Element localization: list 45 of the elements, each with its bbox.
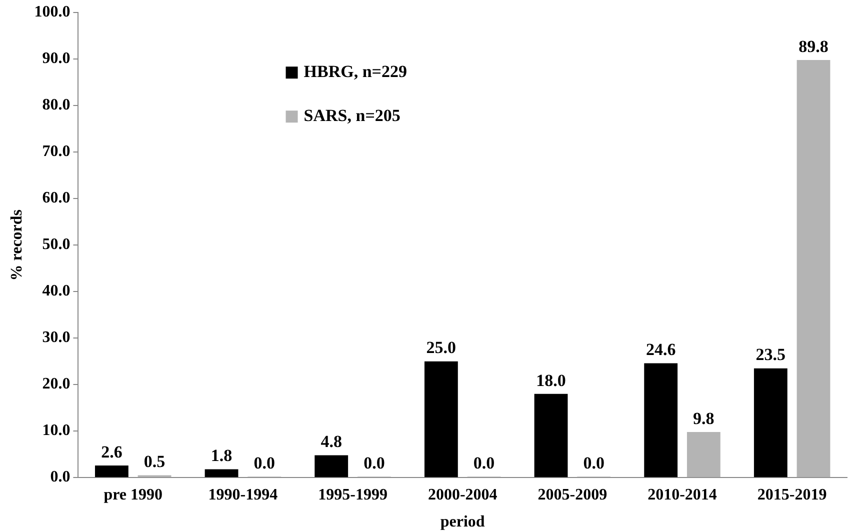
data-label: 0.0 (583, 453, 604, 472)
bar (644, 363, 678, 478)
bar (204, 469, 238, 478)
legend-label: SARS, n=205 (304, 106, 400, 125)
data-label: 9.8 (693, 408, 714, 428)
bar (424, 361, 458, 478)
y-tick-label: 80.0 (42, 96, 70, 114)
y-tick-label: 10.0 (42, 422, 70, 440)
y-tick-label: 100.0 (34, 4, 70, 21)
y-tick-label: 40.0 (42, 282, 70, 300)
data-label: 1.8 (210, 446, 232, 466)
bar (686, 432, 720, 478)
x-tick-label: 2005-2009 (538, 486, 608, 504)
y-tick-label: 0.0 (50, 468, 70, 486)
y-axis-title: % records (8, 209, 26, 281)
x-tick-label: pre 1990 (104, 486, 163, 504)
data-label: 0.5 (144, 452, 166, 472)
bar (314, 455, 348, 478)
data-label: 4.8 (320, 432, 342, 452)
data-label: 25.0 (426, 338, 456, 358)
data-label: 23.5 (756, 345, 786, 364)
x-tick-label: 2015-2019 (757, 486, 827, 504)
data-label: 0.0 (473, 453, 495, 472)
data-label: 0.0 (254, 453, 275, 472)
x-axis-title: period (440, 514, 485, 531)
legend-label: HBRG, n=229 (304, 62, 407, 81)
data-label: 2.6 (101, 442, 122, 462)
bar (796, 60, 830, 478)
y-tick-label: 30.0 (42, 329, 70, 346)
y-tick-label: 50.0 (42, 236, 70, 254)
y-tick-label: 70.0 (42, 143, 70, 160)
y-tick-label: 20.0 (42, 376, 70, 393)
data-label: 89.8 (798, 36, 828, 56)
bar (534, 394, 568, 478)
bar (754, 368, 788, 478)
y-tick-label: 90.0 (42, 50, 70, 68)
data-label: 0.0 (364, 453, 385, 472)
data-label: 18.0 (536, 370, 566, 390)
bar (94, 466, 128, 478)
x-tick-label: 2000-2004 (428, 486, 498, 504)
x-tick-label: 1995-1999 (318, 486, 388, 504)
data-label: 24.6 (646, 340, 676, 360)
x-tick-label: 2010-2014 (648, 486, 717, 504)
y-tick-label: 60.0 (42, 190, 70, 207)
x-tick-label: 1990-1994 (208, 486, 278, 504)
